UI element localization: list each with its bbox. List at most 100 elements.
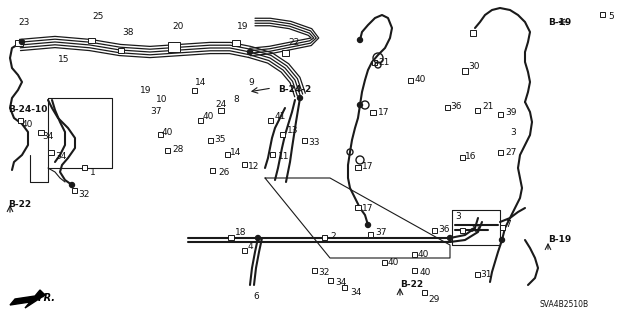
Bar bbox=[342, 285, 347, 290]
Bar bbox=[15, 40, 23, 46]
Circle shape bbox=[298, 95, 303, 100]
Bar bbox=[328, 278, 333, 283]
Bar bbox=[500, 225, 505, 230]
Bar bbox=[282, 50, 289, 56]
Bar bbox=[268, 118, 273, 123]
Bar bbox=[355, 205, 361, 210]
Text: 23: 23 bbox=[18, 18, 29, 27]
Text: B-24-2: B-24-2 bbox=[278, 85, 311, 94]
Bar bbox=[232, 40, 240, 46]
Bar bbox=[475, 272, 480, 277]
Bar bbox=[228, 235, 234, 240]
Text: 3: 3 bbox=[455, 212, 461, 221]
Bar bbox=[88, 38, 95, 43]
Bar bbox=[302, 138, 307, 143]
Text: 21: 21 bbox=[482, 102, 493, 111]
Bar bbox=[208, 138, 213, 143]
Text: 31: 31 bbox=[480, 270, 492, 279]
Text: FR.: FR. bbox=[38, 293, 56, 303]
Bar bbox=[498, 150, 503, 155]
Bar bbox=[198, 118, 203, 123]
Text: 13: 13 bbox=[287, 126, 298, 135]
Circle shape bbox=[19, 40, 24, 44]
Bar bbox=[218, 108, 224, 113]
Bar bbox=[432, 228, 437, 233]
Text: 40: 40 bbox=[162, 128, 173, 137]
Bar bbox=[225, 152, 230, 157]
Circle shape bbox=[70, 182, 74, 188]
Text: 8: 8 bbox=[233, 95, 239, 104]
Text: 6: 6 bbox=[253, 292, 259, 301]
Circle shape bbox=[358, 38, 362, 42]
Bar bbox=[322, 235, 327, 240]
Text: 22: 22 bbox=[288, 38, 300, 47]
Circle shape bbox=[365, 222, 371, 227]
Text: 37: 37 bbox=[150, 107, 161, 116]
Bar bbox=[270, 152, 275, 157]
Circle shape bbox=[255, 235, 260, 241]
Text: 34: 34 bbox=[350, 288, 362, 297]
Text: 12: 12 bbox=[248, 162, 259, 171]
Text: 15: 15 bbox=[58, 55, 70, 64]
Text: 40: 40 bbox=[415, 75, 426, 84]
Bar bbox=[118, 48, 124, 53]
Circle shape bbox=[358, 102, 362, 108]
Bar bbox=[355, 165, 361, 170]
Bar bbox=[72, 188, 77, 193]
Text: 19: 19 bbox=[237, 22, 248, 31]
Text: 24: 24 bbox=[215, 100, 227, 109]
Text: 40: 40 bbox=[203, 112, 214, 121]
Text: 14: 14 bbox=[195, 78, 206, 87]
Text: 40: 40 bbox=[388, 258, 399, 267]
Text: 26: 26 bbox=[218, 168, 229, 177]
Bar bbox=[445, 105, 450, 110]
Bar bbox=[158, 132, 163, 137]
Bar bbox=[475, 108, 480, 113]
Text: 3: 3 bbox=[510, 128, 516, 137]
Bar bbox=[600, 12, 605, 17]
Bar bbox=[38, 130, 44, 135]
Bar bbox=[412, 268, 417, 273]
Bar bbox=[192, 88, 197, 93]
Bar bbox=[370, 110, 376, 115]
Text: 39: 39 bbox=[505, 108, 516, 117]
Bar bbox=[165, 148, 170, 153]
Text: 39: 39 bbox=[468, 225, 479, 234]
Text: 34: 34 bbox=[55, 152, 67, 161]
Bar bbox=[82, 165, 87, 170]
Text: B-22: B-22 bbox=[8, 200, 31, 209]
Bar bbox=[168, 42, 180, 52]
Text: 34: 34 bbox=[335, 278, 346, 287]
Text: 10: 10 bbox=[156, 95, 168, 104]
Bar bbox=[498, 112, 503, 117]
Text: 40: 40 bbox=[418, 250, 429, 259]
Text: 30: 30 bbox=[468, 62, 479, 71]
Text: SVA4B2510B: SVA4B2510B bbox=[540, 300, 589, 309]
Bar bbox=[408, 78, 413, 83]
Text: 37: 37 bbox=[375, 228, 387, 237]
Text: 40: 40 bbox=[420, 268, 431, 277]
Bar bbox=[422, 290, 427, 295]
Text: 34: 34 bbox=[42, 132, 53, 141]
Text: 40: 40 bbox=[22, 120, 33, 129]
Text: 41: 41 bbox=[275, 112, 286, 121]
Bar bbox=[368, 232, 373, 237]
Polygon shape bbox=[10, 290, 45, 308]
Circle shape bbox=[447, 235, 452, 241]
Text: B-19: B-19 bbox=[548, 18, 572, 27]
Text: B-24-10: B-24-10 bbox=[8, 105, 47, 114]
Text: B-19: B-19 bbox=[548, 235, 572, 244]
Text: 35: 35 bbox=[214, 135, 225, 144]
Text: 36: 36 bbox=[438, 225, 449, 234]
Text: 1: 1 bbox=[90, 168, 96, 177]
Bar bbox=[210, 168, 215, 173]
Bar bbox=[372, 60, 377, 65]
Bar bbox=[470, 30, 476, 36]
Text: 17: 17 bbox=[362, 204, 374, 213]
Text: 11: 11 bbox=[278, 152, 289, 161]
Bar bbox=[460, 155, 465, 160]
Text: 38: 38 bbox=[122, 28, 134, 37]
Circle shape bbox=[499, 238, 504, 242]
Bar bbox=[460, 228, 465, 233]
Text: 2: 2 bbox=[330, 232, 335, 241]
